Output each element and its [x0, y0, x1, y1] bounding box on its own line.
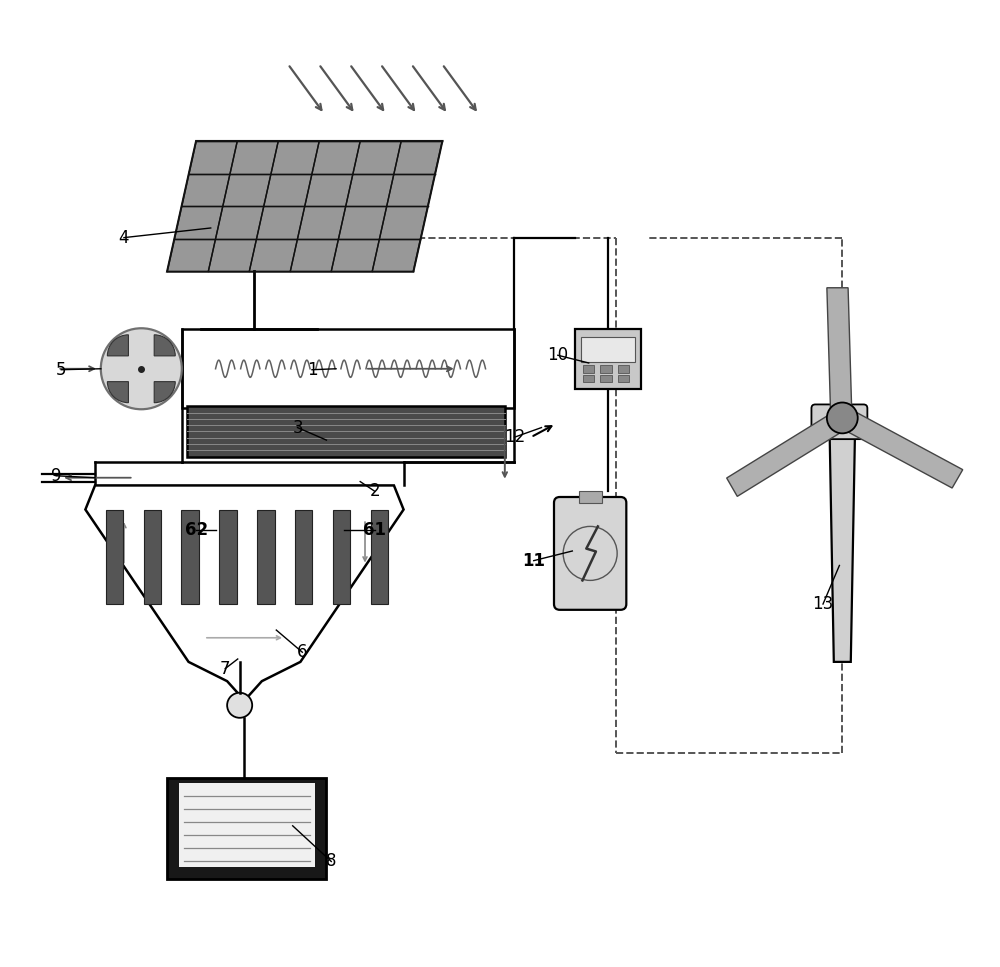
Polygon shape: [372, 239, 420, 272]
Bar: [181, 510, 199, 604]
Polygon shape: [290, 239, 338, 272]
Text: 3: 3: [292, 419, 303, 436]
Polygon shape: [830, 430, 855, 661]
Text: 62: 62: [185, 521, 208, 539]
Polygon shape: [249, 239, 298, 272]
Polygon shape: [264, 174, 312, 206]
Bar: [575, 329, 641, 389]
Bar: [600, 374, 612, 382]
Text: 13: 13: [812, 595, 834, 613]
Wedge shape: [154, 382, 175, 402]
Bar: [182, 329, 514, 408]
Bar: [144, 510, 161, 604]
Polygon shape: [208, 239, 257, 272]
Text: 5: 5: [56, 361, 67, 379]
Text: 7: 7: [220, 659, 230, 678]
Text: 9: 9: [51, 467, 62, 484]
Polygon shape: [167, 141, 442, 272]
Polygon shape: [223, 174, 271, 206]
Polygon shape: [387, 174, 435, 206]
Polygon shape: [305, 174, 353, 206]
Text: 12: 12: [504, 428, 525, 446]
Polygon shape: [85, 485, 404, 700]
Polygon shape: [167, 239, 216, 272]
Circle shape: [227, 692, 252, 718]
Bar: [618, 374, 629, 382]
Bar: [219, 510, 237, 604]
Circle shape: [827, 402, 858, 433]
Text: 1: 1: [307, 361, 317, 379]
Bar: [167, 777, 326, 879]
Text: 6: 6: [297, 643, 308, 661]
Wedge shape: [107, 335, 128, 356]
Polygon shape: [827, 288, 852, 418]
Bar: [333, 510, 350, 604]
Polygon shape: [216, 206, 264, 239]
Polygon shape: [331, 239, 379, 272]
Bar: [187, 406, 505, 456]
Text: 8: 8: [326, 853, 337, 870]
Polygon shape: [727, 410, 848, 496]
Polygon shape: [379, 206, 428, 239]
Bar: [371, 510, 388, 604]
Text: 61: 61: [363, 521, 386, 539]
Bar: [583, 365, 594, 372]
Polygon shape: [230, 141, 278, 174]
Circle shape: [101, 328, 182, 409]
Text: 10: 10: [547, 346, 568, 365]
Text: 2: 2: [369, 483, 380, 500]
FancyBboxPatch shape: [554, 497, 626, 610]
Polygon shape: [298, 206, 346, 239]
Polygon shape: [346, 174, 394, 206]
Polygon shape: [338, 206, 387, 239]
Bar: [583, 374, 594, 382]
Bar: [581, 337, 635, 362]
Polygon shape: [257, 206, 305, 239]
Bar: [257, 510, 275, 604]
Wedge shape: [107, 382, 128, 402]
Wedge shape: [154, 335, 175, 356]
Bar: [600, 365, 612, 372]
Polygon shape: [353, 141, 401, 174]
Bar: [295, 510, 312, 604]
Polygon shape: [271, 141, 319, 174]
Text: 11: 11: [522, 551, 545, 570]
FancyBboxPatch shape: [811, 404, 867, 439]
Bar: [579, 491, 602, 503]
Polygon shape: [189, 141, 237, 174]
Bar: [106, 510, 123, 604]
Polygon shape: [394, 141, 442, 174]
Polygon shape: [837, 408, 963, 488]
Polygon shape: [312, 141, 360, 174]
Polygon shape: [182, 174, 230, 206]
Text: 4: 4: [119, 228, 129, 247]
Bar: [618, 365, 629, 372]
Bar: [179, 783, 315, 867]
Polygon shape: [175, 206, 223, 239]
